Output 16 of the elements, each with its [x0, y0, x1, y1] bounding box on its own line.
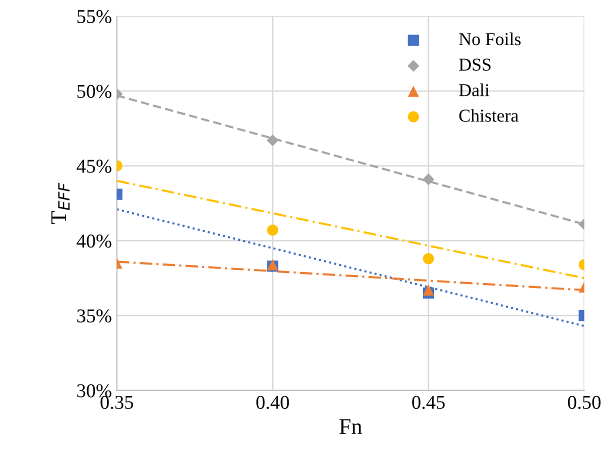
y-tick-label: 40% [76, 234, 112, 248]
y-tick-label: 35% [77, 309, 112, 323]
x-tick-label: 0.40 [256, 396, 289, 410]
y-tick-label: 45% [76, 160, 112, 173]
y-tick-label: 50% [77, 84, 112, 98]
legend-label: No Foils [459, 32, 521, 46]
y-tick-label: 30% [77, 384, 112, 398]
y-axis-title: T$_{EFF}$ [51, 182, 70, 224]
legend-label: DSS [459, 58, 491, 71]
x-tick-label: 0.35 [100, 396, 134, 410]
legend-label: Chistera [459, 109, 518, 122]
x-tick-label: 0.50 [568, 396, 601, 410]
x-tick-label: 0.45 [412, 396, 445, 410]
x-axis-title: Fn [339, 419, 362, 434]
y-tick-label: 55% [77, 10, 112, 24]
legend-label: Dali [459, 84, 490, 96]
